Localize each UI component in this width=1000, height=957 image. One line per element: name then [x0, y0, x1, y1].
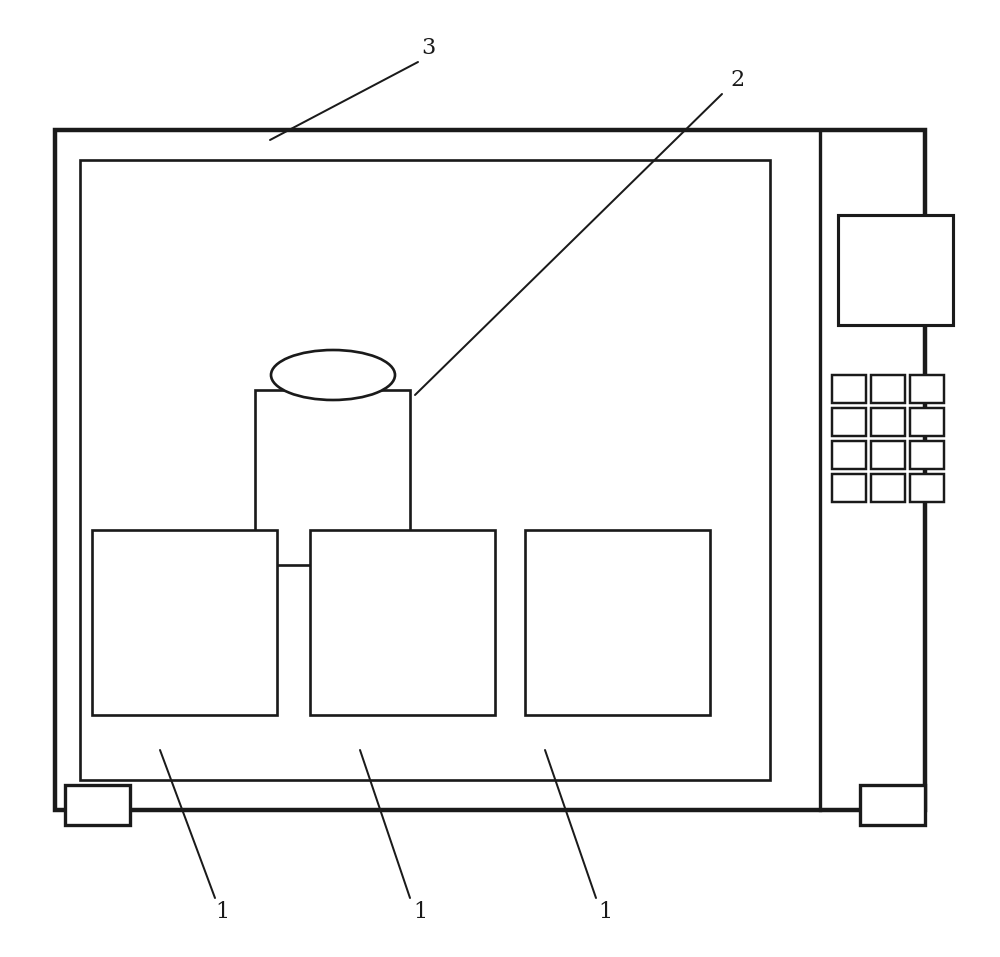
Bar — [910, 408, 944, 436]
Text: 1: 1 — [598, 901, 612, 923]
Bar — [832, 441, 866, 469]
Bar — [80, 160, 770, 780]
Bar — [65, 785, 130, 825]
Bar — [255, 390, 410, 565]
Bar — [910, 474, 944, 502]
Bar — [910, 375, 944, 403]
Bar — [832, 474, 866, 502]
Text: 3: 3 — [421, 37, 435, 59]
Bar — [871, 474, 905, 502]
Ellipse shape — [271, 350, 395, 400]
Text: 1: 1 — [215, 901, 229, 923]
Bar — [838, 215, 953, 325]
Text: 1: 1 — [413, 901, 427, 923]
Bar — [871, 408, 905, 436]
Bar — [525, 530, 710, 715]
Bar — [55, 130, 925, 810]
Bar — [92, 530, 277, 715]
Bar — [860, 785, 925, 825]
Text: 2: 2 — [731, 69, 745, 91]
Bar — [910, 441, 944, 469]
Bar — [871, 441, 905, 469]
Bar — [832, 375, 866, 403]
Bar — [310, 530, 495, 715]
Bar — [832, 408, 866, 436]
Bar — [871, 375, 905, 403]
